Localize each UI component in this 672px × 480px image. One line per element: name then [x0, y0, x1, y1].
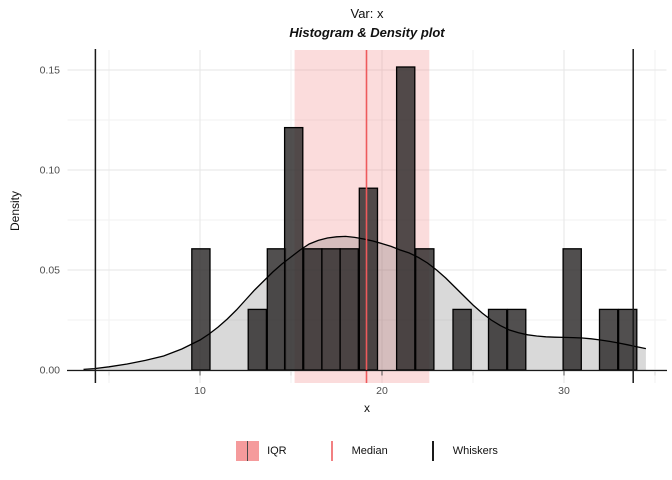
histogram-bar [191, 248, 211, 371]
x-tick-label: 30 [558, 385, 570, 397]
histogram-bar [452, 308, 472, 371]
histogram-bar [358, 187, 379, 371]
histogram-bar [247, 308, 268, 371]
y-tick-label: 0.05 [40, 265, 61, 277]
histogram-bar [339, 248, 359, 371]
y-axis-title: Density [8, 190, 22, 232]
legend-item-whiskers: Whiskers [422, 441, 498, 461]
histogram-bar [321, 248, 341, 371]
legend-label-iqr: IQR [267, 445, 287, 457]
iqr-key-line [246, 441, 249, 461]
histogram-bar [506, 308, 527, 371]
legend-label-whiskers: Whiskers [452, 445, 498, 457]
y-tick-label: 0.10 [40, 165, 61, 177]
whiskers-key [422, 441, 445, 461]
histogram-bar [303, 248, 323, 371]
chart-subtitle: Histogram & Density plot [289, 25, 445, 40]
histogram-bar [266, 248, 287, 371]
x-tick-label: 20 [376, 385, 388, 397]
legend: IQR Median Whiskers [67, 441, 667, 461]
whiskers-key-line [432, 441, 435, 461]
median-key [321, 441, 344, 461]
histogram-bar [617, 308, 638, 371]
median-key-line [331, 441, 334, 461]
x-axis-title: x [364, 401, 370, 415]
chart-title: Var: x [350, 6, 384, 21]
iqr-key-swatch [236, 441, 260, 461]
histogram-bar [562, 248, 582, 371]
histogram-bar [415, 248, 435, 371]
x-tick-label: 10 [194, 385, 206, 397]
density-curve [83, 235, 647, 371]
y-tick-label: 0.15 [40, 65, 61, 77]
histogram-bar [395, 66, 416, 371]
histogram-bar [283, 126, 304, 371]
legend-item-iqr: IQR [236, 441, 287, 461]
y-tick-label: 0.00 [40, 365, 61, 377]
legend-item-median: Median [321, 441, 388, 461]
legend-label-median: Median [351, 445, 388, 457]
histogram-bar [487, 308, 508, 371]
